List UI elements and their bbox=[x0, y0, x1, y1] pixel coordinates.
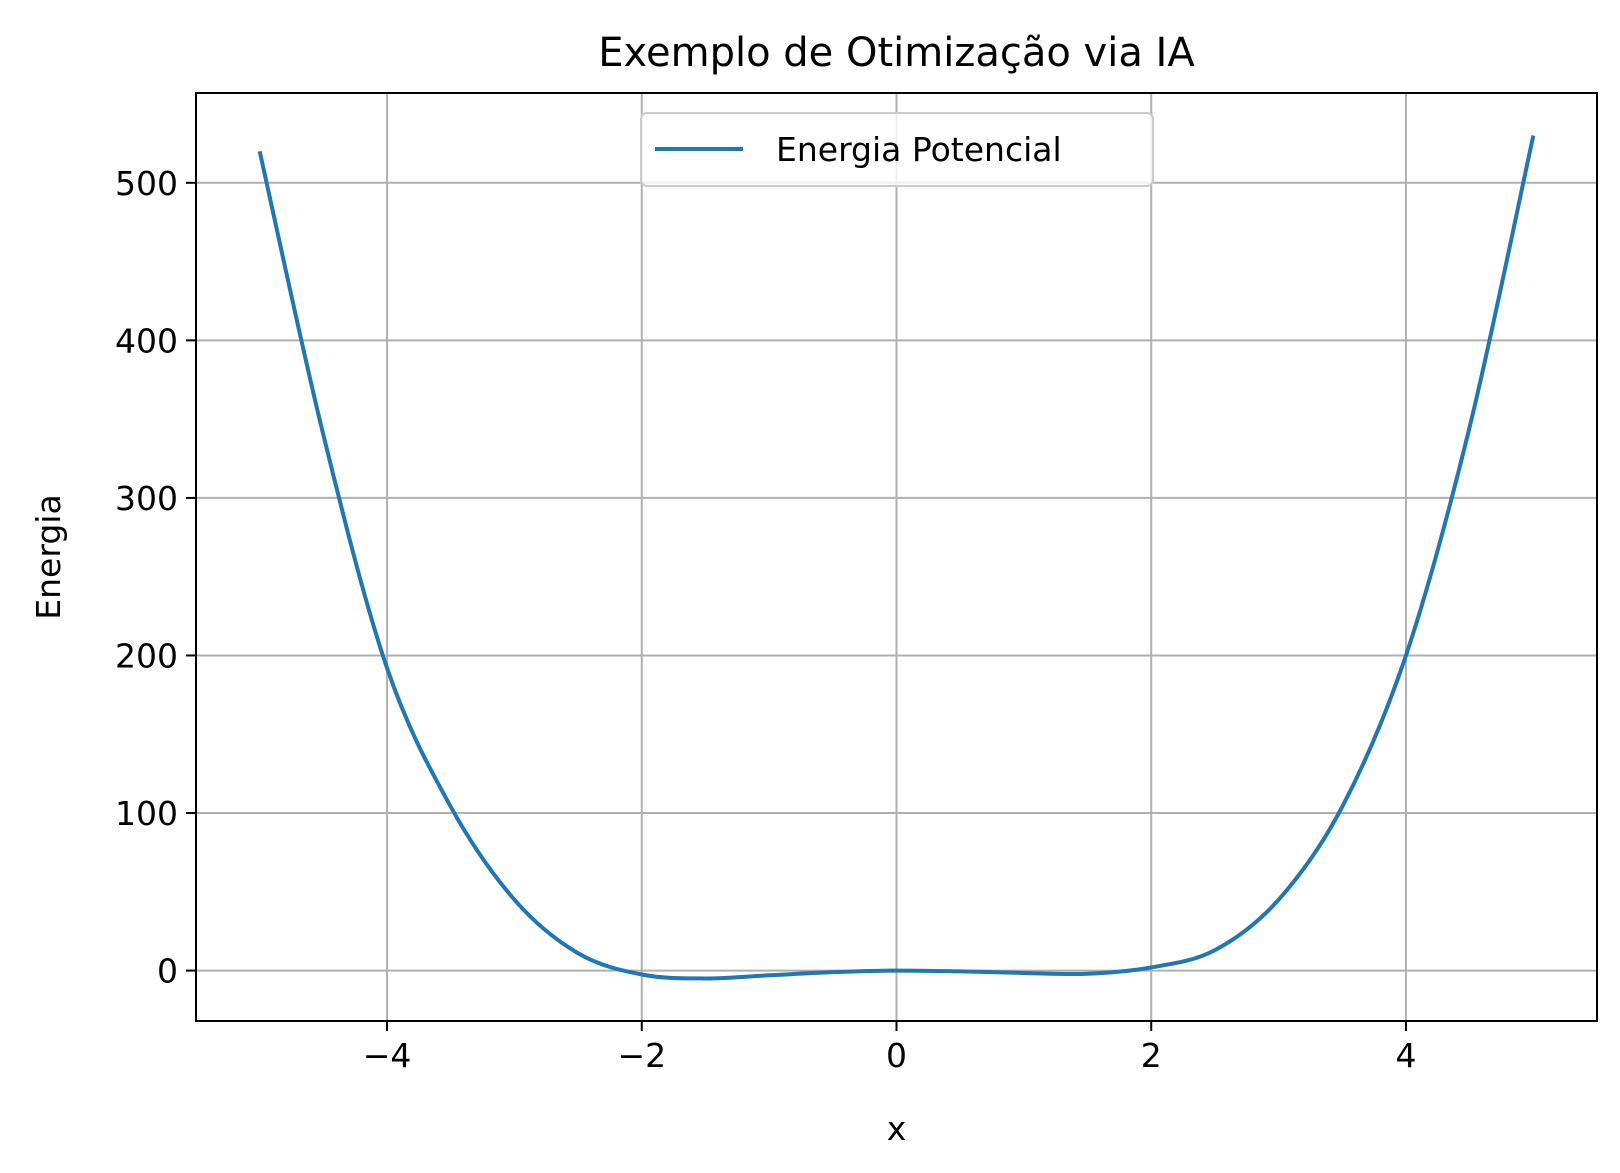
y-tick-label: 0 bbox=[157, 952, 178, 991]
y-tick-label: 500 bbox=[115, 164, 178, 203]
y-tick-label: 400 bbox=[115, 321, 178, 360]
x-tick-label: 0 bbox=[886, 1036, 907, 1075]
legend-box bbox=[640, 112, 1154, 187]
y-axis-label: Energia bbox=[29, 494, 68, 619]
x-tick-label: −4 bbox=[363, 1036, 412, 1075]
legend-label: Energia Potencial bbox=[776, 130, 1062, 169]
y-tick-label: 200 bbox=[115, 636, 178, 675]
series-layer bbox=[257, 135, 1536, 981]
x-tick-label: 4 bbox=[1395, 1036, 1416, 1075]
x-tick-label: −2 bbox=[617, 1036, 666, 1075]
x-axis-label: x bbox=[887, 1109, 907, 1148]
y-tick-label: 300 bbox=[115, 479, 178, 518]
ticks: −4 −2 0 2 4 0 100 200 300 400 500 bbox=[115, 164, 1416, 1075]
y-tick-label: 100 bbox=[115, 794, 178, 833]
legend: Energia Potencial bbox=[640, 112, 1154, 187]
chart-title: Exemplo de Otimização via IA bbox=[598, 30, 1195, 76]
series-line-energia-potencial bbox=[257, 135, 1536, 981]
x-tick-label: 2 bbox=[1141, 1036, 1162, 1075]
